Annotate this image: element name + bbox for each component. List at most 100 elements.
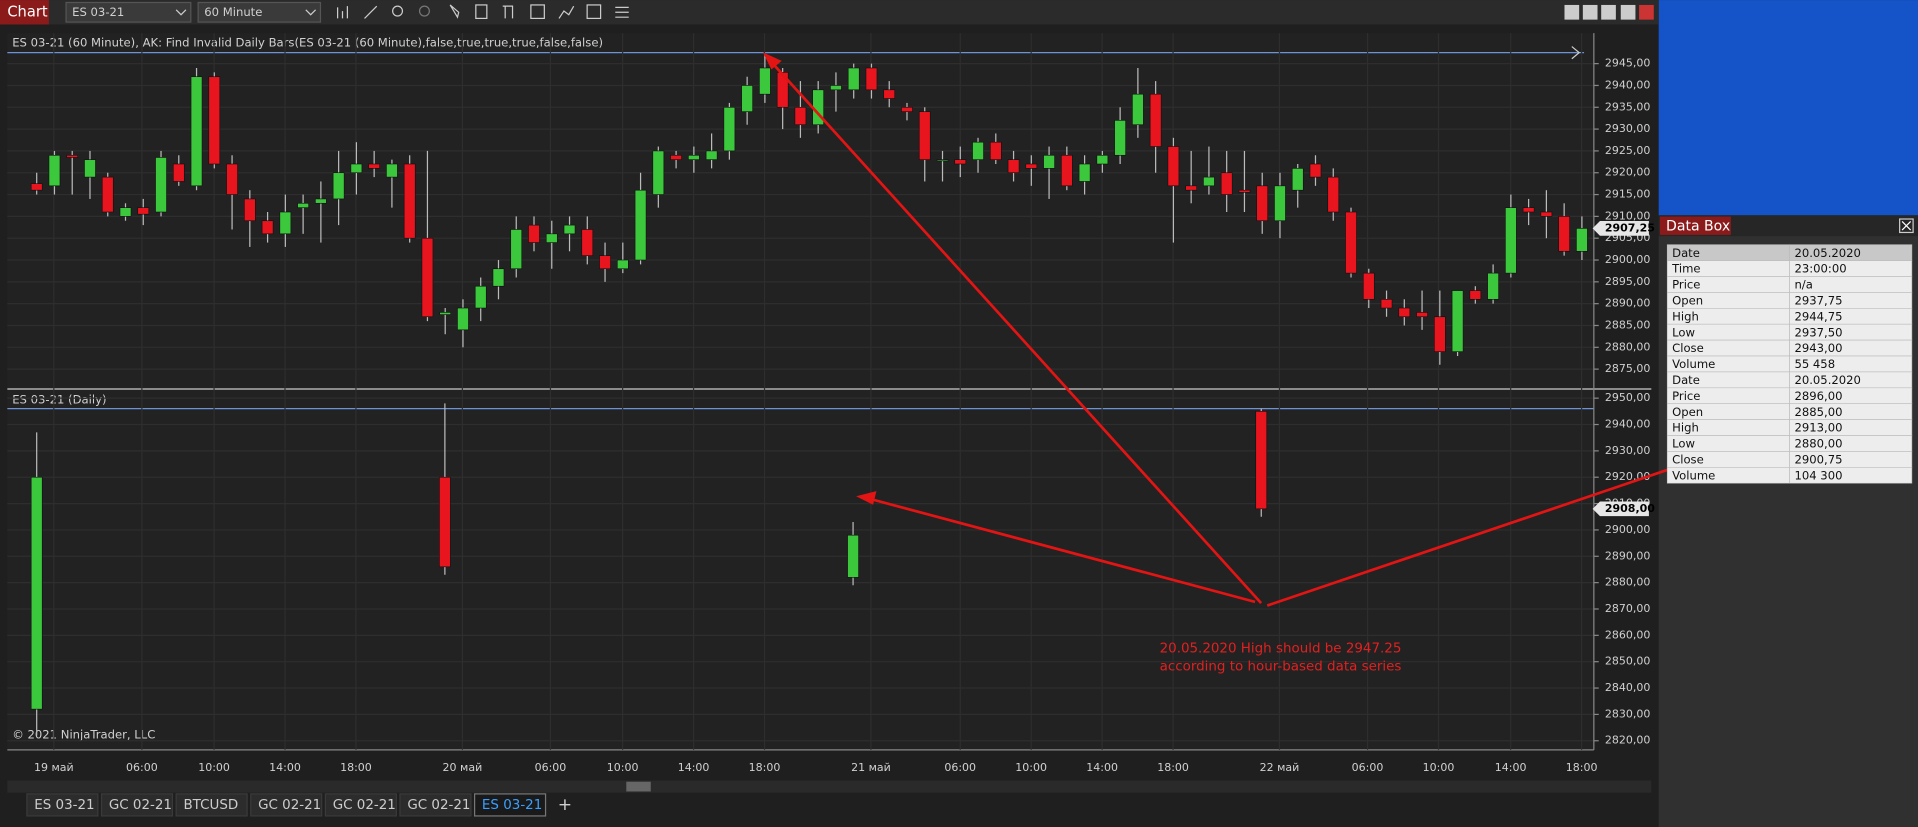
- tab[interactable]: [324, 793, 397, 817]
- scroll-arrow: [1571, 46, 1581, 60]
- candle-body: [1505, 207, 1517, 274]
- tab[interactable]: [100, 793, 174, 817]
- add-tab[interactable]: +: [558, 795, 572, 815]
- row-value: n/a: [1794, 278, 1812, 292]
- tab[interactable]: [399, 793, 472, 817]
- y-tick-label: 2895,00: [1605, 275, 1650, 288]
- tab-label: GC 02-21: [407, 798, 470, 813]
- x-tick-label: 18:00: [1566, 761, 1598, 774]
- y-tick-label: 2950,00: [1605, 391, 1650, 404]
- scrollbar[interactable]: [7, 780, 1652, 793]
- candle-body: [1114, 120, 1126, 156]
- row-label: Low: [1672, 325, 1695, 339]
- candle-body: [1434, 316, 1446, 352]
- row-value: 2943,00: [1794, 341, 1842, 355]
- row-value: 2937,50: [1794, 325, 1842, 339]
- candle-body: [1274, 185, 1286, 222]
- x-tick-label: 06:00: [944, 761, 976, 774]
- row-value: 20.05.2020: [1794, 373, 1860, 387]
- y-tick-label: 2890,00: [1605, 297, 1650, 310]
- candle-body: [119, 207, 132, 217]
- dropdown-arrow: [305, 9, 317, 16]
- row-value: 2913,00: [1794, 421, 1842, 435]
- interval: 60 Minute: [204, 5, 262, 19]
- dropdown-arrow: [175, 9, 187, 16]
- tab[interactable]: [250, 793, 323, 817]
- candle-body: [830, 85, 842, 91]
- row-value: 2937,75: [1794, 293, 1842, 307]
- row-value-cell: [1789, 467, 1913, 484]
- arrows: [762, 52, 1792, 607]
- candle-body: [101, 176, 114, 213]
- candle-body: [208, 76, 221, 165]
- candle-body: [847, 534, 859, 578]
- row-value: 2900,75: [1794, 452, 1842, 466]
- candle-body: [403, 163, 416, 239]
- row-value: 2880,00: [1794, 437, 1842, 451]
- candle-body: [1203, 176, 1215, 187]
- candle-body: [332, 172, 345, 200]
- y-tick-label: 2925,00: [1605, 144, 1650, 157]
- candle-body: [1078, 163, 1091, 182]
- window-title: Chart: [7, 3, 48, 20]
- candle-body: [1558, 216, 1570, 252]
- y-tick-label: 2840,00: [1605, 681, 1650, 694]
- candle-body: [386, 163, 398, 178]
- candle-body: [350, 163, 363, 174]
- candle-body: [368, 163, 380, 169]
- candle-body: [297, 202, 309, 208]
- x-tick-label: 18:00: [1157, 761, 1189, 774]
- candle-body: [581, 229, 594, 256]
- y-tick-label: 2830,00: [1605, 707, 1650, 720]
- candle-body: [1522, 207, 1535, 213]
- row-value: 2944,75: [1794, 309, 1842, 323]
- candle-body: [226, 163, 238, 195]
- tab[interactable]: [175, 793, 248, 817]
- row-label: Open: [1672, 293, 1703, 307]
- row-label: Close: [1672, 341, 1704, 355]
- interval-select[interactable]: [197, 1, 322, 23]
- close-button[interactable]: [1899, 218, 1914, 234]
- y-tick-label: 2880,00: [1605, 340, 1650, 353]
- x-tick-label: 18:00: [340, 761, 372, 774]
- candle-body: [261, 220, 274, 235]
- tab[interactable]: [26, 793, 99, 817]
- window-buttons[interactable]: [1564, 4, 1654, 20]
- chart-tab[interactable]: [0, 0, 49, 25]
- row-label: Price: [1672, 278, 1700, 292]
- row-label: High: [1672, 309, 1699, 323]
- candle-body: [936, 159, 949, 162]
- candle-body: [1487, 272, 1499, 300]
- candle-body: [1043, 154, 1055, 169]
- y-tick-label: 2875,00: [1605, 362, 1650, 375]
- instrument: ES 03-21: [72, 5, 124, 19]
- candle-body: [66, 154, 79, 158]
- candle-body: [421, 237, 434, 318]
- y-tick-label: 2890,00: [1605, 549, 1650, 562]
- row-label: Volume: [1672, 357, 1715, 371]
- candle-body: [48, 154, 61, 187]
- row-value: 104 300: [1794, 468, 1842, 482]
- candle-body: [528, 224, 540, 243]
- candle-body: [1398, 307, 1411, 318]
- toolbar-icons[interactable]: [336, 4, 629, 20]
- desktop: [1658, 0, 1918, 216]
- y-tick-label: 2915,00: [1605, 188, 1650, 201]
- scroll-thumb[interactable]: [626, 781, 651, 792]
- candle-body: [652, 150, 665, 195]
- candle-body: [1167, 146, 1180, 187]
- instrument-select[interactable]: [65, 1, 192, 23]
- candle-body: [563, 224, 576, 235]
- candle-body: [1362, 272, 1375, 300]
- x-tick-label: 22 май: [1260, 761, 1300, 774]
- tab[interactable]: [473, 793, 547, 817]
- candle-body: [723, 106, 736, 152]
- y-tick-label: 2860,00: [1605, 628, 1650, 641]
- copyright: © 2021 NinjaTrader, LLC: [12, 728, 155, 742]
- x-tick-label: 10:00: [1015, 761, 1047, 774]
- y-tick-label: 2820,00: [1605, 734, 1650, 747]
- candle-body: [1096, 154, 1109, 165]
- last-price-label: 2907,25: [1605, 221, 1655, 234]
